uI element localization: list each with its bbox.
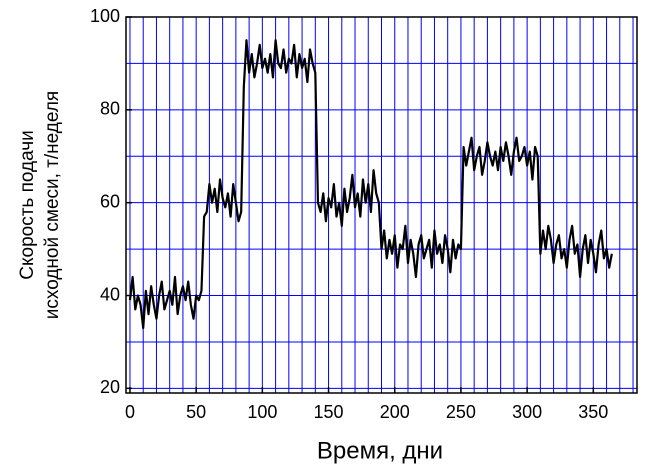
x-tick-label: 0: [125, 402, 135, 422]
x-tick-label: 300: [512, 402, 542, 422]
y-axis-label: Скорость подачи: [17, 130, 38, 280]
x-tick-label: 350: [578, 402, 608, 422]
x-axis-label: Время, дни: [317, 437, 443, 464]
data-line: [128, 39, 613, 330]
y-tick-label: 60: [100, 191, 120, 211]
x-tick-label: 200: [380, 402, 410, 422]
x-tick-label: 150: [314, 402, 344, 422]
x-tick-label: 250: [446, 402, 476, 422]
x-tick-label: 50: [186, 402, 206, 422]
plot-frame: [125, 16, 638, 394]
y-tick-label: 80: [100, 99, 120, 119]
y-tick-label: 20: [100, 377, 120, 397]
y-axis-label: исходной смеси, т/неделя: [42, 91, 63, 319]
y-tick-label: 100: [90, 6, 120, 26]
y-tick-label: 40: [100, 284, 120, 304]
x-tick-label: 100: [247, 402, 277, 422]
